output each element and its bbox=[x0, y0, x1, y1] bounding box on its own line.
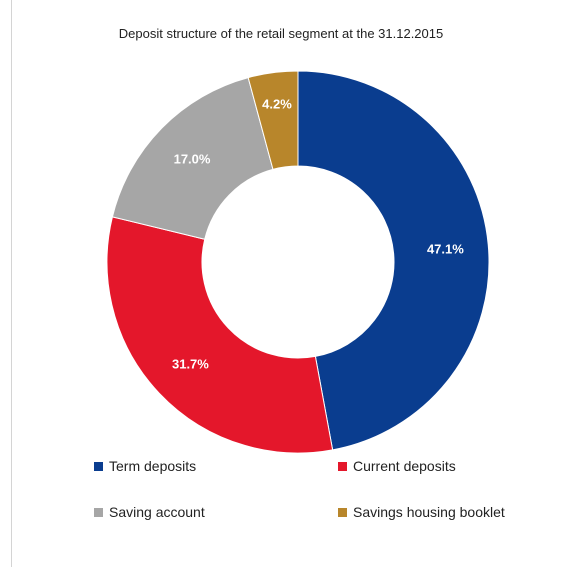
slice-label-term-deposits: 47.1% bbox=[427, 242, 464, 257]
slice-label-saving-account: 17.0% bbox=[174, 152, 211, 167]
slice-label-current-deposits: 31.7% bbox=[172, 357, 209, 372]
slice-current-deposits bbox=[106, 216, 334, 454]
slice-label-savings-housing-booklet: 4.2% bbox=[262, 96, 292, 111]
slice-savings-housing-booklet bbox=[247, 70, 299, 170]
chart-title: Deposit structure of the retail segment … bbox=[118, 26, 444, 41]
divider-line bbox=[11, 0, 12, 567]
slice-term-deposits bbox=[297, 70, 490, 451]
slice-saving-account bbox=[111, 76, 274, 240]
